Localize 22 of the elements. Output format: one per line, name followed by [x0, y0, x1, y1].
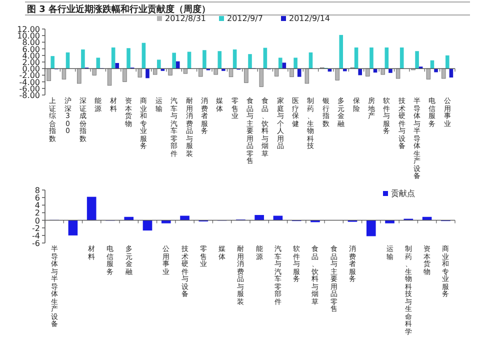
y-tick-label: -2: [32, 224, 40, 233]
y-tick-label: -6.00: [19, 84, 40, 94]
y-tick-label: 2: [34, 208, 40, 218]
y-tick-label: -4: [32, 231, 40, 240]
legend-label: 2012/8/31: [165, 14, 206, 23]
y-tick-label: -6: [32, 239, 40, 248]
legend-label: 2012/9/7: [227, 14, 263, 23]
y-tick-label: 4.00: [22, 51, 40, 60]
y-tick-label: 8.00: [22, 38, 40, 48]
y-tick-label: 4: [34, 201, 40, 210]
y-tick-label: 6.00: [22, 44, 40, 54]
chart-title: 图 3 各行业近期涨跌幅和行业贡献度（周度）: [27, 4, 211, 15]
y-tick-label: 0: [34, 216, 40, 226]
legend-label: 贡献点: [391, 189, 415, 198]
y-tick-label: 2.00: [22, 58, 40, 67]
y-tick-label: -2.00: [19, 71, 40, 80]
y-tick-label: 12.00: [17, 25, 40, 34]
y-tick-label: -4.00: [19, 78, 40, 87]
legend-label: 2012/9/14: [289, 14, 330, 23]
y-tick-label: 6: [34, 194, 40, 203]
y-tick-label: -8.00: [19, 91, 40, 100]
y-tick-label: 8: [34, 186, 40, 195]
